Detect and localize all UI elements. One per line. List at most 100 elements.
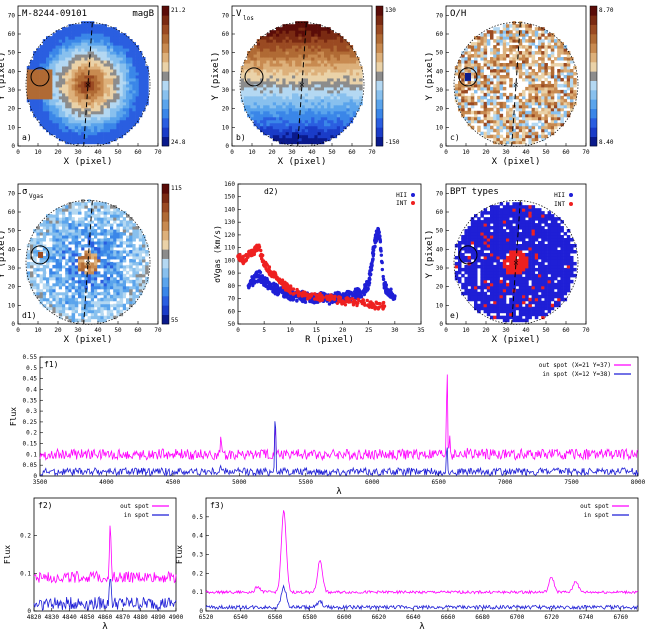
map-cell (84, 315, 88, 320)
map-cell (343, 119, 347, 124)
map-cell (90, 98, 95, 103)
map-cell (288, 98, 293, 103)
map-cell (49, 86, 53, 91)
map-cell (531, 89, 536, 94)
map-cell (49, 48, 53, 52)
map-cell (129, 45, 133, 49)
map-cell (311, 45, 315, 49)
map-cell (346, 95, 350, 100)
map-cell (288, 48, 293, 52)
map-cell (97, 255, 101, 260)
map-cell (279, 128, 283, 133)
map-cell (295, 140, 299, 145)
map-cell (352, 104, 357, 109)
map-cell (94, 285, 98, 290)
map-cell (33, 244, 37, 248)
map-cell (62, 54, 66, 58)
map-cell (55, 39, 60, 43)
map-cell (327, 98, 331, 103)
map-cell (110, 252, 114, 257)
map-cell (145, 86, 149, 91)
map-cell (122, 83, 127, 88)
map-cell (324, 68, 328, 73)
map-cell (46, 285, 50, 290)
map-cell (288, 63, 293, 67)
map-cell (483, 122, 488, 127)
map-cell (467, 95, 472, 100)
map-cell (42, 270, 47, 275)
map-cell (346, 116, 350, 121)
map-cell (122, 80, 127, 85)
map-cell (90, 131, 95, 136)
map-cell (515, 27, 520, 31)
map-cell (106, 107, 111, 112)
map-cell (52, 297, 56, 302)
map-cell (474, 264, 478, 269)
map-cell (110, 226, 114, 230)
map-cell (256, 71, 261, 76)
map-cell (477, 229, 481, 233)
map-cell (263, 60, 267, 64)
map-cell (477, 255, 481, 260)
map-cell (336, 92, 341, 97)
fov-boundary (25, 22, 151, 147)
map-cell (33, 276, 37, 281)
map-cell (87, 83, 92, 88)
map-cell (301, 98, 306, 103)
map-cell (304, 80, 309, 85)
map-cell (30, 101, 34, 106)
map-cell (477, 285, 481, 290)
map-cell (100, 273, 104, 278)
map-cell (528, 92, 532, 97)
map-cell (94, 89, 98, 94)
map-cell (103, 241, 108, 245)
map-cell (506, 110, 510, 115)
map-cell (138, 101, 143, 106)
map-cell (467, 291, 472, 296)
x-tick-label: 30 (502, 149, 510, 156)
map-cell (129, 226, 133, 230)
map-cell (90, 86, 95, 91)
map-cell (36, 113, 40, 118)
map-cell (55, 306, 60, 311)
map-cell (253, 63, 258, 67)
map-cell (90, 249, 95, 254)
map-cell (464, 285, 468, 290)
map-cell (132, 297, 136, 302)
map-cell (33, 71, 37, 76)
map-cell (110, 36, 114, 40)
map-cell (304, 60, 309, 64)
map-cell (116, 92, 120, 97)
map-cell (78, 309, 82, 314)
map-cell (493, 104, 497, 109)
map-cell (512, 83, 516, 88)
map-cell (474, 110, 478, 115)
map-cell (282, 95, 286, 100)
map-cell (49, 294, 53, 299)
map-cell (142, 77, 146, 82)
map-cell (65, 92, 69, 97)
map-cell (110, 246, 114, 251)
map-cell (547, 122, 552, 127)
map-cell (295, 33, 299, 37)
map-cell (81, 131, 85, 136)
map-cell (84, 285, 88, 290)
map-cell (525, 74, 529, 79)
map-cell (336, 54, 341, 58)
map-cell (244, 83, 248, 88)
map-cell (512, 36, 516, 40)
map-cell (320, 60, 325, 64)
map-cell (39, 223, 44, 227)
map-cell (563, 110, 568, 115)
map-cell (55, 36, 60, 40)
map-cell (119, 39, 124, 43)
map-cell (490, 95, 494, 100)
map-cell (100, 264, 104, 269)
map-cell (263, 95, 267, 100)
map-cell (272, 39, 277, 43)
map-cell (36, 264, 40, 269)
map-cell (119, 294, 124, 299)
map-cell (506, 116, 510, 121)
map-cell (541, 30, 545, 34)
map-cell (100, 39, 104, 43)
